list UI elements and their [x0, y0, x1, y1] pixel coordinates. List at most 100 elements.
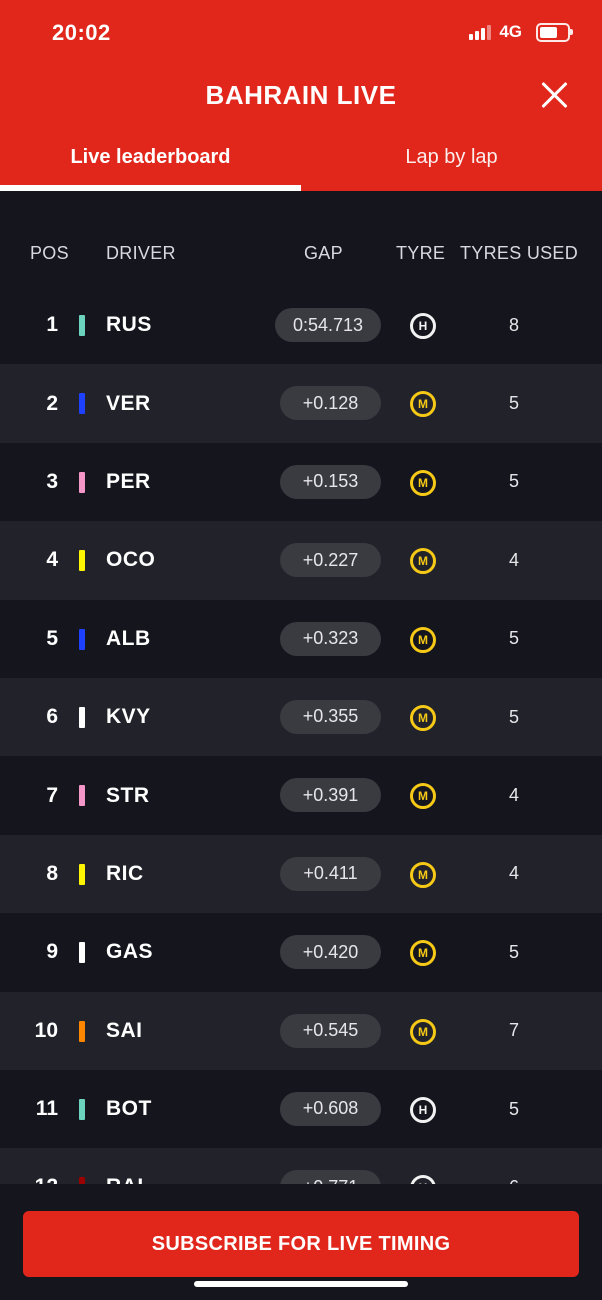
driver-code: OCO: [106, 548, 156, 572]
position: 7: [46, 783, 58, 807]
status-indicators: 4G: [469, 22, 573, 42]
position: 1: [46, 313, 58, 337]
tyres-used: 8: [508, 314, 519, 335]
tyre-medium-icon: M: [410, 704, 436, 731]
gap-pill: +0.411: [280, 856, 381, 891]
leaderboard-list[interactable]: 1 RUS 0:54.713 H 8 2 VER +0.128 M 5 3 PER +0.153 M 5 4 O…: [0, 286, 602, 1184]
app-header: 20:02 4G BAHRAIN LIVE Live leaderboard L…: [0, 0, 602, 191]
team-color-bar: [79, 471, 85, 493]
network-type: 4G: [499, 22, 522, 41]
leaderboard-row[interactable]: 11 BOT +0.608 H 5: [0, 1070, 602, 1148]
column-header-tyre: TYRE: [396, 243, 446, 263]
team-color-bar: [79, 550, 85, 572]
position: 11: [35, 1097, 58, 1121]
driver-code: PER: [106, 469, 151, 493]
driver-code: STR: [106, 783, 150, 807]
leaderboard-row[interactable]: 4 OCO +0.227 M 4: [0, 521, 602, 600]
position: 10: [34, 1018, 58, 1042]
driver-code: RUS: [106, 313, 152, 337]
team-color-bar: [79, 706, 85, 728]
tyre-medium-icon: M: [410, 626, 436, 653]
gap-pill: +0.608: [280, 1091, 381, 1126]
team-color-bar: [79, 863, 85, 885]
tyres-used: 4: [508, 863, 519, 884]
leaderboard-row[interactable]: 10 SAI +0.545 M 7: [0, 991, 602, 1070]
team-color-bar: [79, 315, 85, 336]
leaderboard-row[interactable]: 8 RIC +0.411 M 4: [0, 834, 602, 914]
team-color-bar: [79, 785, 85, 807]
team-color-bar: [79, 1177, 85, 1184]
tyre-medium-icon: M: [410, 548, 436, 575]
position: 12: [0, 1148, 58, 1184]
tyres-used: 5: [508, 471, 519, 492]
team-color-bar: [79, 1020, 85, 1042]
position: 8: [46, 861, 58, 885]
position: 3: [46, 469, 58, 493]
gap-pill: +0.323: [280, 621, 381, 656]
signal-icon: [469, 24, 492, 40]
tyre-hard-icon: H: [410, 1096, 436, 1123]
driver-code: SAI: [106, 1018, 143, 1042]
tyre-hard-icon: H: [410, 1175, 436, 1184]
leaderboard-row[interactable]: 3 PER +0.153 M 5: [0, 443, 602, 521]
driver-code: KVY: [106, 705, 151, 729]
battery-icon: [536, 22, 573, 42]
column-header-gap: GAP: [304, 243, 343, 263]
tab-lap-by-lap[interactable]: Lap by lap: [405, 146, 498, 168]
gap-pill: +0.128: [280, 386, 381, 421]
close-icon[interactable]: [540, 80, 570, 110]
gap-pill: +0.355: [280, 699, 381, 734]
subscribe-button[interactable]: SUBSCRIBE FOR LIVE TIMING: [23, 1211, 579, 1277]
gap-pill: +0.545: [280, 1013, 381, 1048]
position: 2: [46, 391, 58, 415]
tyres-used: 6: [494, 1148, 534, 1184]
driver-code: ALB: [106, 626, 151, 650]
leaderboard-row[interactable]: 7 STR +0.391 M 4: [0, 756, 602, 834]
leaderboard-row[interactable]: 12 RAI +0.771 H 6: [0, 1148, 602, 1184]
leaderboard-row[interactable]: 5 ALB +0.323 M 5: [0, 600, 602, 678]
gap-pill: +0.771: [280, 1170, 381, 1184]
team-color-bar: [79, 628, 85, 650]
leaderboard-row[interactable]: 1 RUS 0:54.713 H 8: [0, 286, 602, 364]
leaderboard-row[interactable]: 9 GAS +0.420 M 5: [0, 913, 602, 991]
gap-pill: +0.227: [280, 543, 381, 578]
tyre-medium-icon: M: [410, 391, 436, 418]
status-time: 20:02: [52, 20, 111, 45]
leaderboard-row[interactable]: 6 KVY +0.355 M 5: [0, 677, 602, 757]
tyres-used: 4: [508, 785, 519, 806]
driver-code: GAS: [106, 940, 154, 964]
battery-level: [540, 26, 557, 38]
tyres-used: 4: [508, 549, 519, 570]
tyre-medium-icon: M: [410, 861, 436, 888]
column-header-driver: DRIVER: [106, 243, 176, 263]
position: 6: [46, 705, 58, 729]
driver-code: VER: [106, 391, 151, 415]
home-indicator: [194, 1281, 408, 1287]
column-header-pos: POS: [30, 243, 69, 263]
tyres-used: 5: [508, 393, 519, 414]
gap-pill: +0.391: [280, 778, 381, 813]
team-color-bar: [79, 942, 85, 964]
gap-pill: 0:54.713: [275, 308, 381, 342]
position: 4: [46, 548, 58, 572]
gap-pill: +0.153: [280, 464, 381, 499]
tyres-used: 5: [508, 941, 519, 962]
gap-pill: +0.420: [280, 935, 381, 970]
tyre-medium-icon: M: [410, 469, 436, 496]
driver-code: RIC: [106, 861, 144, 885]
position: 9: [46, 940, 58, 964]
team-color-bar: [79, 1098, 85, 1120]
active-tab-indicator: [0, 185, 301, 191]
team-color-bar: [79, 393, 85, 415]
tyre-hard-icon: H: [410, 313, 436, 339]
tab-live-leaderboard[interactable]: Live leaderboard: [70, 146, 231, 168]
tyres-used: 7: [508, 1020, 519, 1041]
tyres-used: 5: [508, 706, 519, 727]
column-header-tyres-used: TYRES USED: [460, 243, 579, 263]
driver-code: RAI: [106, 1148, 144, 1184]
driver-code: BOT: [106, 1097, 152, 1121]
position: 5: [46, 626, 58, 650]
tyres-used: 5: [508, 1098, 519, 1119]
tyre-medium-icon: M: [410, 940, 436, 967]
leaderboard-row[interactable]: 2 VER +0.128 M 5: [0, 364, 602, 443]
